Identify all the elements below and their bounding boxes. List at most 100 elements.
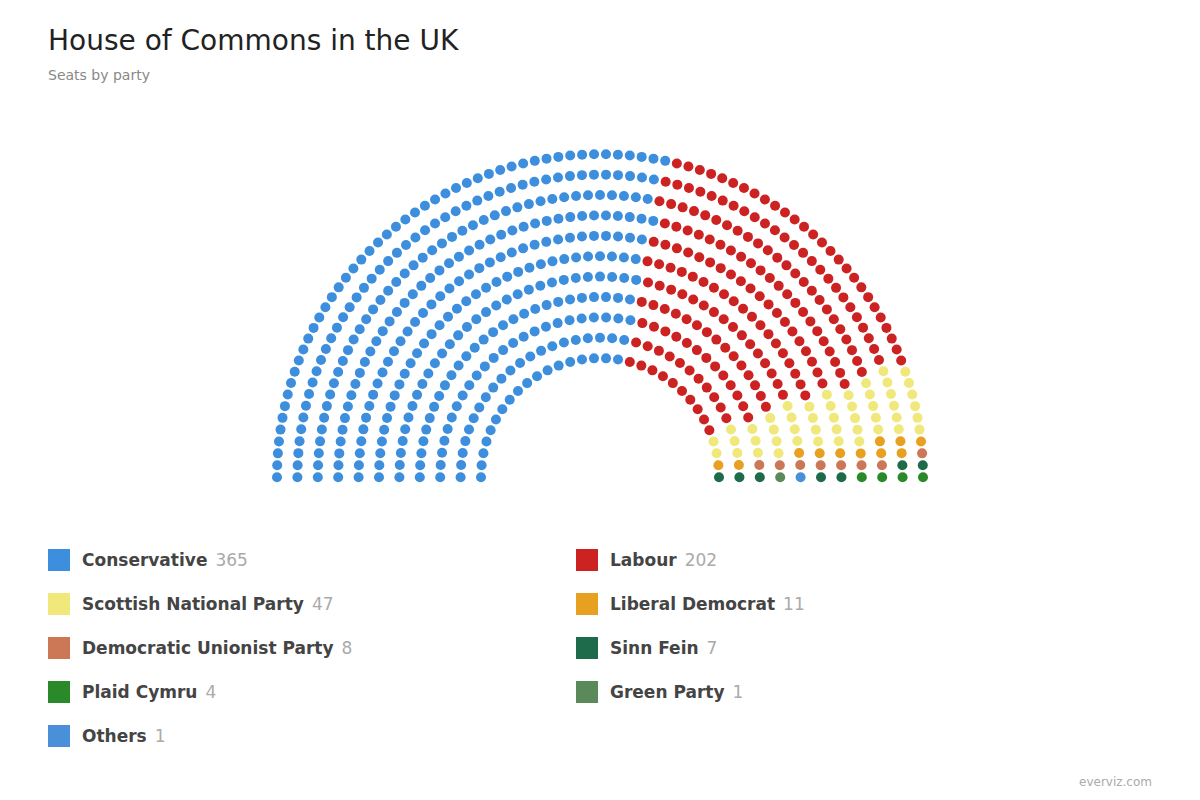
seat	[577, 313, 587, 323]
seat	[530, 156, 540, 166]
seat	[694, 374, 704, 384]
seat	[360, 357, 370, 367]
seat	[361, 314, 371, 324]
seat	[649, 322, 659, 332]
seat	[726, 245, 736, 255]
seat	[461, 201, 471, 211]
seat	[750, 212, 760, 222]
seat	[577, 231, 587, 241]
seat	[332, 323, 342, 333]
seat	[559, 275, 569, 285]
seat	[536, 346, 546, 356]
seat	[817, 378, 827, 388]
seat	[554, 361, 564, 371]
seat	[595, 333, 605, 343]
seat	[472, 196, 482, 206]
seat	[729, 351, 739, 361]
seat	[772, 308, 782, 318]
seat	[695, 165, 705, 175]
seat	[440, 189, 450, 199]
legend-label: Sinn Fein	[610, 638, 699, 658]
seat	[474, 403, 484, 413]
seat	[490, 210, 500, 220]
seat	[519, 332, 529, 342]
seat	[513, 386, 523, 396]
seat	[631, 254, 641, 264]
seat	[420, 225, 430, 235]
seat	[565, 233, 575, 243]
seat	[535, 281, 545, 291]
seat	[336, 437, 346, 447]
seat	[391, 222, 401, 232]
seat	[437, 238, 447, 248]
seat	[436, 460, 446, 470]
seat	[825, 246, 835, 256]
seat	[747, 424, 757, 434]
seat	[456, 460, 466, 470]
seat	[918, 460, 928, 470]
seat	[454, 276, 464, 286]
seat	[303, 334, 313, 344]
legend-entry: Conservative365	[48, 549, 248, 571]
legend-label: Others	[82, 726, 147, 746]
seat	[750, 380, 760, 390]
seat	[272, 460, 282, 470]
seat	[711, 215, 721, 225]
seat	[296, 424, 306, 434]
seat	[668, 378, 678, 388]
seat	[672, 243, 682, 253]
seat	[734, 472, 744, 482]
seat	[780, 232, 790, 242]
seat	[607, 252, 617, 262]
seat	[774, 448, 784, 458]
seat	[700, 210, 710, 220]
seat	[898, 472, 908, 482]
seat	[844, 390, 854, 400]
seat	[871, 413, 881, 423]
seat	[524, 285, 534, 295]
seat	[694, 230, 704, 240]
seat	[496, 230, 506, 240]
seat	[765, 273, 775, 283]
seat	[378, 367, 388, 377]
seat	[389, 346, 399, 356]
seat	[767, 368, 777, 378]
seat	[298, 412, 308, 422]
subtitle: Seats by party	[48, 67, 150, 83]
seat	[751, 436, 761, 446]
seat	[643, 277, 653, 287]
seat	[343, 402, 353, 412]
legend-swatch	[48, 593, 70, 615]
seat	[394, 472, 404, 482]
seat	[326, 333, 336, 343]
seat	[613, 211, 623, 221]
seat	[447, 412, 457, 422]
seat	[709, 283, 719, 293]
seat	[637, 297, 647, 307]
seat	[464, 425, 474, 435]
seat	[396, 336, 406, 346]
seat	[637, 173, 647, 183]
legend-label: Conservative	[82, 550, 207, 570]
seat	[515, 358, 525, 368]
seat	[365, 246, 375, 256]
legend-entry: Others1	[48, 725, 166, 747]
seat	[647, 365, 657, 375]
seat	[613, 313, 623, 323]
seat	[518, 180, 528, 190]
seat	[530, 240, 540, 250]
seat	[513, 289, 523, 299]
seat	[709, 392, 719, 402]
seat	[625, 295, 635, 305]
legend-entry: Democratic Unionist Party8	[48, 637, 352, 659]
legend-entry: Liberal Democrat11	[576, 593, 805, 615]
seat	[856, 282, 866, 292]
seat	[272, 472, 282, 482]
legend-value: 1	[732, 682, 743, 702]
seat	[589, 149, 599, 159]
seat	[815, 295, 825, 305]
seat	[601, 353, 611, 363]
seat	[453, 330, 463, 340]
seat	[416, 281, 426, 291]
seat	[454, 361, 464, 371]
